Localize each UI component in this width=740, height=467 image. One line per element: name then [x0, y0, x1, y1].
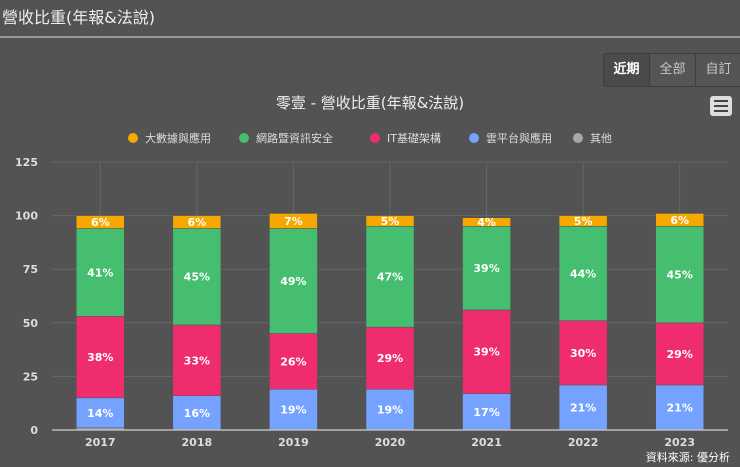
data-label: 47% [377, 271, 403, 284]
bar-segment[interactable] [558, 384, 608, 431]
bar-segment[interactable] [558, 215, 608, 227]
y-tick-label: 100 [15, 210, 38, 223]
legend-marker[interactable] [370, 133, 380, 143]
bar-segment[interactable] [76, 397, 125, 429]
data-label: 39% [473, 262, 499, 275]
data-label: 21% [570, 401, 596, 414]
bar-segment[interactable] [365, 215, 415, 227]
bar-segment[interactable] [655, 322, 704, 386]
bar-segment[interactable] [269, 213, 318, 229]
legend-marker[interactable] [469, 133, 479, 143]
bar-segment[interactable] [76, 316, 125, 399]
x-tick-label: 2019 [278, 436, 309, 449]
data-label: 4% [477, 216, 496, 229]
data-label: 7% [284, 215, 303, 228]
bar-segment[interactable] [558, 320, 608, 386]
bar-segment[interactable] [76, 215, 125, 229]
data-label: 41% [87, 266, 113, 279]
data-label: 14% [87, 407, 113, 420]
credit[interactable]: 資料來源: 優分析 [646, 450, 730, 464]
bar-segment[interactable] [462, 309, 511, 394]
data-label: 45% [184, 271, 210, 284]
data-label: 5% [381, 215, 400, 228]
range-all-button[interactable]: 全部 [649, 54, 695, 86]
range-selector: 近期 全部 自訂 [603, 53, 740, 87]
data-label: 49% [280, 275, 306, 288]
bar-segment[interactable] [655, 213, 704, 227]
bar-segment[interactable] [655, 384, 704, 431]
bar-segment[interactable] [462, 217, 511, 227]
legend-item[interactable]: IT基礎架構 [387, 132, 441, 145]
x-tick-label: 2018 [182, 436, 213, 449]
range-custom-button[interactable]: 自訂 [695, 54, 740, 86]
data-label: 44% [570, 267, 596, 280]
legend-item[interactable]: 大數據與應用 [145, 131, 211, 145]
y-tick-label: 75 [23, 263, 38, 276]
y-tick-label: 50 [23, 317, 39, 330]
data-label: 45% [667, 269, 693, 282]
bar-segment[interactable] [269, 389, 318, 431]
bar-segment[interactable] [462, 226, 511, 311]
bar-segment[interactable] [365, 389, 415, 431]
y-tick-label: 0 [30, 424, 38, 437]
legend-marker[interactable] [573, 133, 583, 143]
divider [0, 36, 740, 38]
x-tick-label: 2023 [664, 436, 695, 449]
legend-item[interactable]: 雲平台與應用 [486, 131, 552, 145]
bar-segment[interactable] [365, 226, 415, 328]
bar-segment[interactable] [172, 395, 222, 431]
chart-menu-icon[interactable] [710, 96, 732, 116]
x-tick-label: 2022 [568, 436, 599, 449]
data-label: 39% [473, 346, 499, 359]
bar-segment[interactable] [172, 324, 222, 396]
data-label: 19% [280, 404, 306, 417]
legend-marker[interactable] [239, 133, 249, 143]
legend-item[interactable]: 網路暨資訊安全 [256, 131, 333, 145]
x-tick-label: 2017 [85, 436, 116, 449]
data-label: 6% [670, 214, 689, 227]
y-tick-label: 125 [15, 156, 38, 169]
bar-segment[interactable] [172, 228, 222, 326]
data-label: 21% [667, 401, 693, 414]
y-tick-label: 25 [23, 370, 38, 383]
legend-item[interactable]: 其他 [590, 132, 612, 145]
data-label: 30% [570, 347, 596, 360]
x-tick-label: 2021 [471, 436, 502, 449]
data-label: 5% [574, 215, 593, 228]
data-label: 29% [377, 352, 403, 365]
chart-title: 零壹 - 營收比重(年報&法說) [276, 94, 464, 112]
x-tick-label: 2020 [375, 436, 406, 449]
bar-segment[interactable] [655, 226, 704, 324]
bar-segment[interactable] [462, 393, 511, 431]
data-label: 33% [184, 354, 210, 367]
data-label: 16% [184, 407, 210, 420]
data-label: 19% [377, 404, 403, 417]
bar-segment[interactable] [269, 333, 318, 390]
data-label: 26% [280, 355, 306, 368]
data-label: 29% [667, 348, 693, 361]
data-label: 38% [87, 351, 113, 364]
legend-marker[interactable] [128, 133, 138, 143]
page-title: 營收比重(年報&法說) [2, 8, 155, 27]
data-label: 6% [188, 216, 207, 229]
bar-segment[interactable] [76, 228, 125, 317]
data-label: 17% [473, 406, 499, 419]
bar-segment[interactable] [172, 215, 222, 229]
bar-segment[interactable] [365, 326, 415, 390]
range-recent-button[interactable]: 近期 [604, 54, 649, 86]
data-label: 6% [91, 216, 110, 229]
